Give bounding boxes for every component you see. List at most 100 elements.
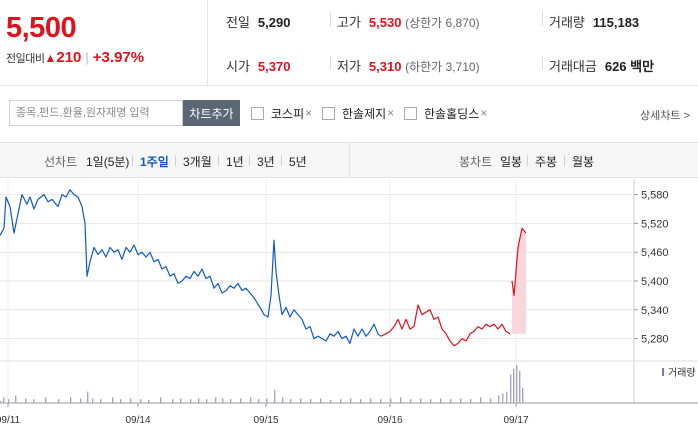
compare-hansol-paper[interactable]: 한솔제지 ×: [322, 105, 394, 121]
volume-bar: [0, 401, 2, 403]
volume-bar: [266, 398, 268, 403]
volume-bar: [222, 398, 224, 403]
volume-bar: [440, 398, 442, 403]
y-axis-labels: 5,280 5,340 5,400 5,460 5,520 5,580: [634, 190, 669, 346]
volume-legend-label: 거래량: [668, 367, 696, 379]
volume-bar: [300, 398, 302, 403]
volume-bar: [92, 398, 94, 403]
volume-value: 115,183: [592, 15, 640, 30]
volume-bar: [510, 374, 512, 403]
compare-hansol-holdings[interactable]: 한솔홀딩스 ×: [404, 105, 487, 121]
volume-bar: [240, 398, 242, 403]
current-price: 5,500: [6, 12, 77, 44]
amount-value: 626 백만: [604, 59, 655, 74]
volume-bar: [460, 398, 462, 403]
volume-legend-swatch: [662, 368, 664, 376]
volume-bar: [490, 398, 492, 403]
y-tick-label: 5,580: [641, 190, 669, 202]
remove-hansol-holdings-icon[interactable]: ×: [480, 106, 488, 120]
x-tick-label: 09/16: [377, 415, 402, 426]
change-separator: |: [85, 50, 89, 65]
tab-1week[interactable]: 1주일: [140, 155, 169, 169]
volume-bar: [410, 399, 412, 403]
add-chart-button[interactable]: 차트추가: [183, 100, 240, 126]
high-stat: 고가 5,530 (상한가 6,870): [337, 12, 480, 31]
volume-bar: [120, 399, 122, 403]
lower-limit: (하한가 3,710): [405, 60, 480, 74]
volume-bar: [480, 397, 482, 403]
open-stat: 시가 5,370: [226, 56, 290, 75]
volume-stat: 거래량 115,183: [549, 12, 639, 31]
volume-bar: [340, 399, 342, 403]
change-label: 전일대비: [6, 53, 45, 65]
tab-monthly[interactable]: 월봉: [572, 155, 595, 169]
detail-chart-link[interactable]: 상세차트 >: [640, 110, 690, 122]
amount-stat: 거래대금 626 백만: [549, 56, 654, 75]
x-tick-label: 09/15: [253, 415, 278, 426]
volume-bar: [450, 399, 452, 403]
volume-bar: [25, 398, 27, 403]
volume-bar: [516, 365, 518, 403]
volume-bar: [160, 397, 162, 403]
volume-bar: [420, 398, 422, 403]
today-area-fill: [512, 228, 526, 334]
volume-bar: [330, 399, 332, 403]
kospi-checkbox[interactable]: [251, 106, 264, 120]
y-tick-label: 5,280: [641, 334, 669, 346]
volume-bar: [70, 397, 72, 403]
volume-bar: [8, 399, 10, 403]
volume-bar: [258, 399, 260, 403]
tab-weekly[interactable]: 주봉: [535, 155, 558, 169]
tab-3month[interactable]: 3개월: [183, 155, 212, 169]
compare-kospi[interactable]: 코스피 ×: [251, 105, 312, 121]
open-value: 5,370: [257, 59, 291, 74]
upper-limit: (상한가 6,870): [405, 16, 480, 30]
volume-bar: [310, 399, 312, 403]
volume-bar: [45, 397, 47, 403]
tab-1day[interactable]: 1일(5분): [86, 155, 130, 169]
candle-chart-label: 봉차트: [459, 155, 493, 169]
volume-bars: [0, 365, 524, 403]
volume-bar: [320, 398, 322, 403]
search-input[interactable]: [9, 100, 183, 126]
volume-bar: [360, 399, 362, 403]
volume-bar: [380, 399, 382, 403]
tab-daily[interactable]: 일봉: [500, 155, 523, 169]
x-tick-label: 09/17: [503, 415, 528, 426]
low-label: 저가: [337, 59, 361, 74]
volume-bar: [180, 398, 182, 403]
volume-bar: [206, 399, 208, 403]
hansol-holdings-checkbox[interactable]: [404, 106, 417, 120]
chart-period-tabs: 선차트 1일(5분) 1주일 3개월 1년 3년 5년 봉차트 일봉 주봉 월봉: [0, 142, 698, 178]
volume-bar: [506, 391, 508, 403]
hansol-holdings-label: 한솔홀딩스: [424, 106, 480, 121]
y-tick-label: 5,520: [641, 218, 669, 230]
series-line-1: [380, 304, 511, 347]
prev-close-label: 전일: [226, 15, 250, 30]
series-line-2: [511, 227, 527, 296]
high-value: 5,530: [368, 15, 402, 30]
volume-bar: [58, 399, 60, 403]
volume-bar: [80, 398, 82, 403]
volume-bar: [87, 391, 89, 403]
remove-kospi-icon[interactable]: ×: [305, 106, 313, 120]
prev-close-value: 5,290: [257, 15, 291, 30]
remove-hansol-paper-icon[interactable]: ×: [387, 106, 395, 120]
compare-search-row: 차트추가 코스피 × 한솔제지 × 한솔홀딩스 × 상세차트 >: [0, 87, 698, 141]
volume-bar: [498, 395, 500, 403]
kospi-label: 코스피: [271, 106, 305, 121]
tab-5year[interactable]: 5년: [289, 155, 307, 169]
change-row: 전일대비▲210 | +3.97%: [6, 49, 144, 66]
hansol-paper-checkbox[interactable]: [322, 106, 335, 120]
low-value: 5,310: [368, 59, 402, 74]
volume-bar: [470, 399, 472, 403]
tab-3year[interactable]: 3년: [257, 155, 275, 169]
x-axis-labels: 09/11 09/14 09/15 09/16 09/17: [0, 403, 529, 426]
x-tick-label: 09/14: [125, 415, 150, 426]
tab-1year[interactable]: 1년: [226, 155, 244, 169]
price-summary: 5,500 전일대비▲210 | +3.97% 전일 5,290 고가 5,530 (상…: [0, 0, 698, 86]
line-chart-label: 선차트: [44, 155, 78, 169]
volume-bar: [250, 397, 252, 403]
volume-label: 거래량: [549, 15, 585, 30]
